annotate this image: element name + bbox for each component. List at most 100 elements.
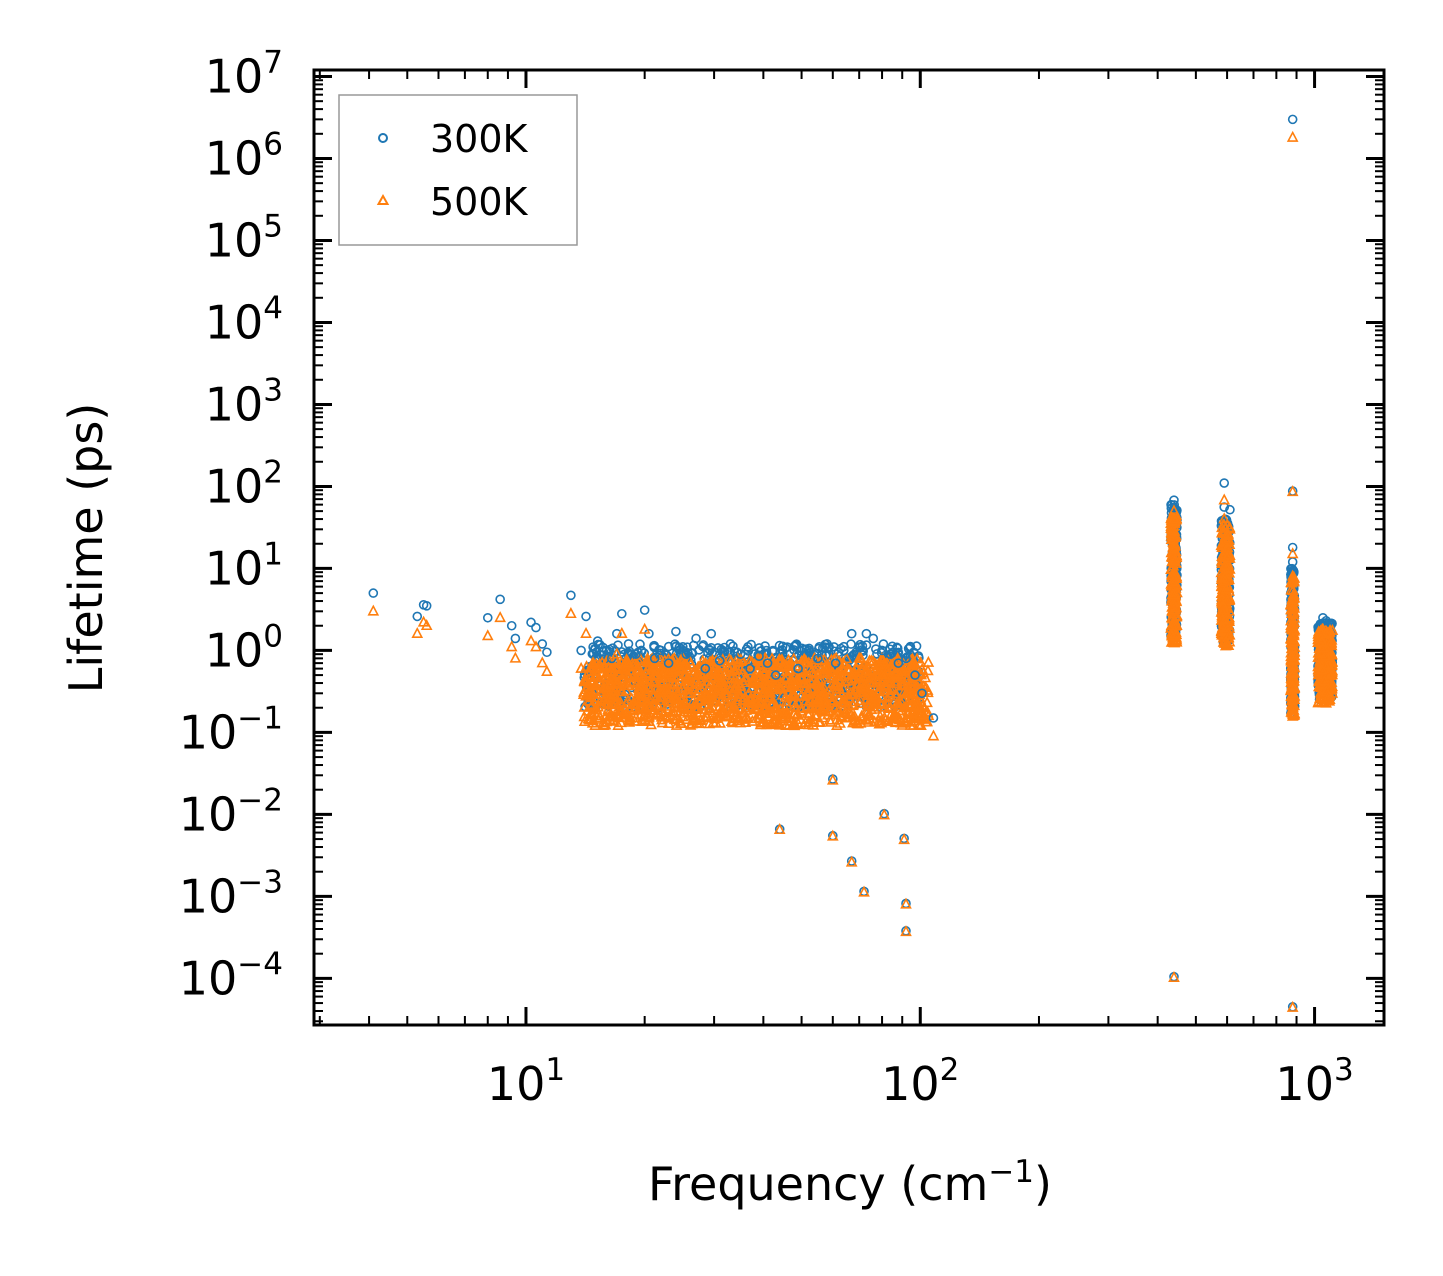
- data-point-300k: [823, 643, 834, 653]
- data-point-300k: [903, 643, 914, 654]
- data-point-500k: [624, 675, 636, 687]
- data-point-500k: [821, 686, 833, 698]
- x-axis-label: Frequency (cm−1): [648, 1154, 1052, 1211]
- data-point-500k: [411, 626, 424, 638]
- data-point-500k: [916, 711, 928, 723]
- data-point-500k: [904, 718, 917, 730]
- data-point-500k: [699, 686, 712, 698]
- data-point-500k: [575, 661, 587, 673]
- data-point-300k: [1225, 504, 1235, 515]
- data-point-500k: [610, 697, 622, 709]
- data-point-500k: [712, 664, 725, 676]
- data-point-500k: [878, 808, 891, 820]
- data-point-500k: [920, 705, 932, 717]
- data-point-500k: [740, 670, 752, 682]
- data-point-500k: [893, 699, 906, 711]
- data-point-500k: [858, 885, 870, 897]
- data-point-500k: [692, 660, 705, 672]
- data-point-500k: [844, 687, 857, 699]
- data-point-300k: [368, 588, 379, 598]
- data-point-500k: [875, 698, 888, 710]
- data-point-500k: [615, 705, 628, 717]
- data-point-500k: [816, 654, 828, 666]
- data-point-500k: [734, 716, 747, 728]
- data-point-500k: [1165, 525, 1178, 537]
- data-point-300k: [421, 601, 432, 611]
- data-point-500k: [649, 700, 662, 712]
- data-point-500k: [1288, 611, 1301, 623]
- data-point-500k: [737, 705, 750, 717]
- data-point-500k: [645, 718, 657, 730]
- legend-label-300k: 300K: [430, 117, 529, 161]
- data-point-500k: [681, 677, 694, 689]
- data-point-500k: [787, 695, 800, 707]
- y-tick-label-base: 10: [205, 131, 264, 185]
- data-point-300k: [803, 645, 814, 656]
- data-point-500k: [842, 688, 855, 700]
- data-point-500k: [704, 711, 717, 723]
- data-point-500k: [703, 717, 716, 729]
- data-point-500k: [622, 714, 635, 726]
- data-point-500k: [603, 659, 616, 671]
- data-point-500k: [787, 717, 800, 729]
- data-point-500k: [1286, 130, 1299, 142]
- data-point-300k: [892, 642, 902, 653]
- data-point-500k: [1168, 540, 1180, 552]
- data-point-500k: [1318, 696, 1330, 708]
- data-point-500k: [630, 701, 642, 713]
- data-point-500k: [630, 671, 642, 683]
- data-point-500k: [839, 705, 851, 717]
- data-point-500k: [367, 604, 380, 616]
- data-point-300k: [793, 663, 803, 674]
- data-point-300k: [700, 663, 711, 674]
- data-point-500k: [607, 714, 620, 726]
- x-axis-label-sup: −1: [988, 1154, 1034, 1190]
- data-point-500k: [826, 829, 839, 841]
- data-point-500k: [1167, 588, 1180, 600]
- data-point-300k: [542, 647, 552, 658]
- data-point-500k: [1315, 635, 1328, 647]
- data-point-500k: [884, 686, 897, 698]
- data-point-300k: [482, 612, 493, 623]
- data-point-500k: [643, 701, 655, 713]
- data-point-500k: [640, 688, 653, 700]
- data-point-500k: [1217, 599, 1229, 611]
- data-point-500k: [1318, 674, 1331, 686]
- data-point-300k: [885, 649, 896, 659]
- data-point-500k: [668, 705, 680, 717]
- data-point-300k: [495, 594, 505, 605]
- data-point-500k: [891, 662, 903, 674]
- data-point-300k: [801, 644, 812, 654]
- data-point-500k: [769, 701, 782, 713]
- y-tick-label-exp: −3: [237, 864, 283, 900]
- data-point-500k: [593, 674, 606, 686]
- data-point-500k: [722, 661, 735, 673]
- tick-labels: 10710610510410310210110010−110−210−310−4…: [179, 44, 1354, 1111]
- data-point-500k: [636, 672, 649, 684]
- data-point-500k: [888, 655, 900, 667]
- data-point-500k: [620, 684, 633, 696]
- data-point-500k: [807, 718, 820, 730]
- data-point-500k: [727, 699, 739, 711]
- data-point-300k: [777, 641, 788, 652]
- data-point-500k: [901, 687, 914, 699]
- x-tick-label-base: 10: [1275, 1057, 1334, 1111]
- data-point-500k: [1286, 569, 1299, 581]
- data-point-500k: [759, 664, 771, 676]
- data-point-500k: [754, 718, 767, 730]
- data-point-500k: [587, 656, 599, 668]
- data-point-500k: [854, 694, 867, 706]
- data-point-500k: [587, 687, 599, 699]
- data-point-500k: [774, 682, 787, 694]
- data-point-500k: [505, 640, 518, 652]
- data-point-500k: [810, 660, 823, 672]
- data-point-500k: [1285, 650, 1297, 662]
- data-point-500k: [900, 686, 912, 698]
- data-point-500k: [731, 693, 744, 705]
- data-point-500k: [882, 676, 895, 688]
- data-point-500k: [898, 700, 911, 712]
- y-tick-label: 10−2: [179, 782, 283, 841]
- y-tick-label: 103: [205, 372, 283, 431]
- data-point-500k: [713, 710, 725, 722]
